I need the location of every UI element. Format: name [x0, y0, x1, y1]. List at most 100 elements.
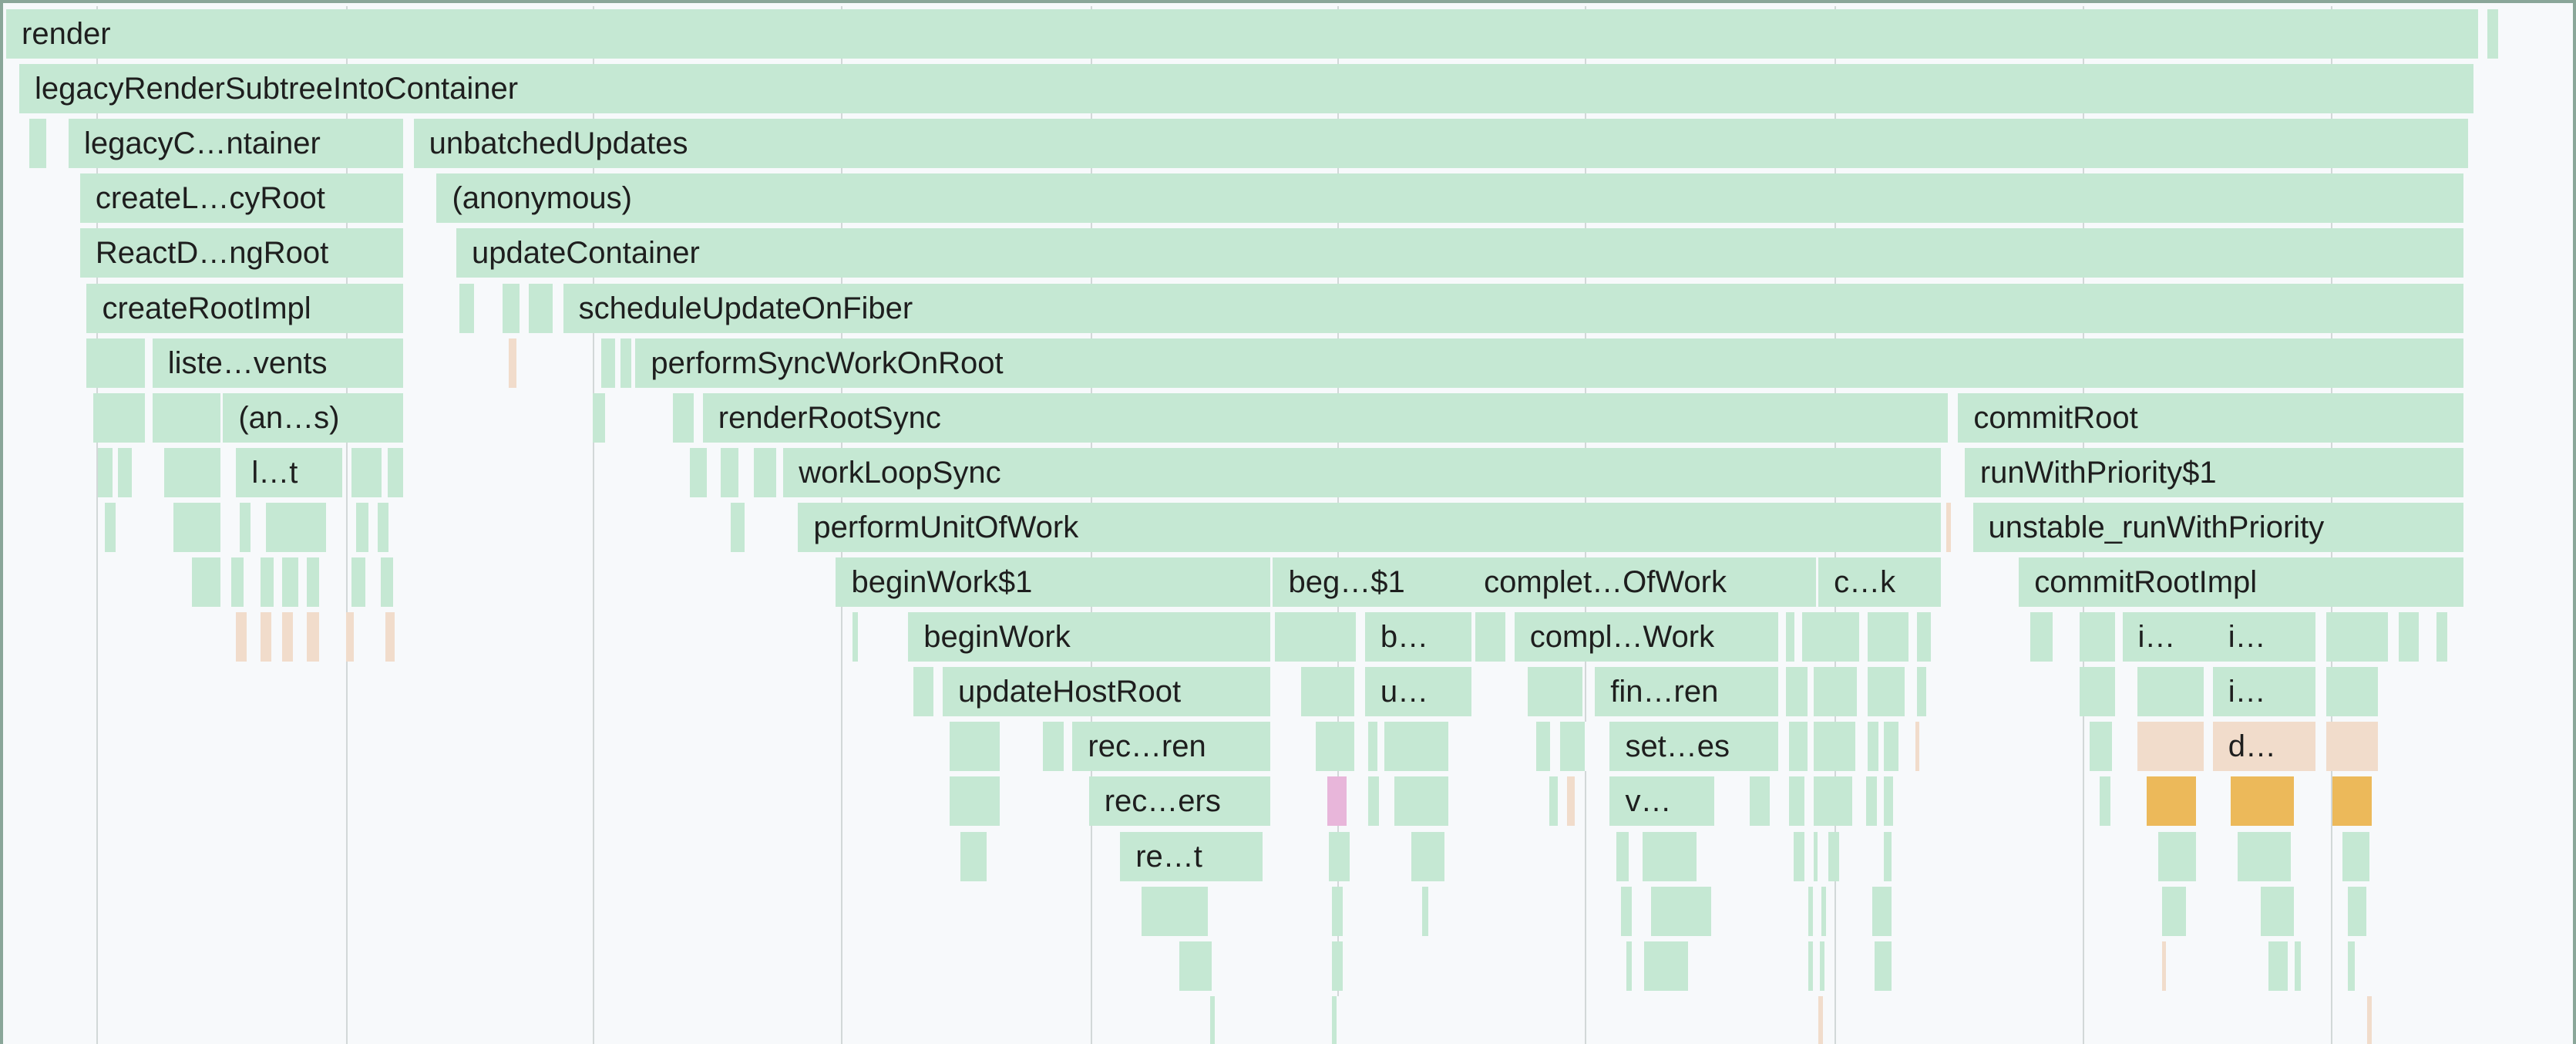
- flame-frame-unlabeled[interactable]: [1808, 886, 1815, 936]
- flame-frame[interactable]: commitRoot: [1958, 392, 2466, 443]
- flame-frame-unlabeled[interactable]: [29, 119, 49, 169]
- flame-frame-unlabeled[interactable]: [2137, 722, 2207, 772]
- flame-frame-unlabeled[interactable]: [2367, 995, 2374, 1044]
- flame-frame[interactable]: u…: [1364, 667, 1474, 717]
- flame-frame-unlabeled[interactable]: [1384, 722, 1451, 772]
- flame-frame-unlabeled[interactable]: [1917, 612, 1934, 662]
- flame-frame-unlabeled[interactable]: [1788, 776, 1808, 827]
- flame-frame-unlabeled[interactable]: [2332, 776, 2374, 827]
- flame-frame-unlabeled[interactable]: [2398, 612, 2422, 662]
- flame-frame[interactable]: i…: [2122, 612, 2221, 662]
- flame-frame-unlabeled[interactable]: [960, 831, 989, 881]
- flame-frame-unlabeled[interactable]: [282, 612, 296, 662]
- flame-frame-unlabeled[interactable]: [2137, 667, 2207, 717]
- flame-frame[interactable]: rec…ers: [1088, 776, 1273, 827]
- flame-frame-unlabeled[interactable]: [2325, 722, 2381, 772]
- flame-frame-unlabeled[interactable]: [387, 447, 405, 497]
- flame-frame-unlabeled[interactable]: [377, 502, 391, 552]
- flame-frame[interactable]: unbatchedUpdates: [413, 119, 2471, 169]
- flame-frame-unlabeled[interactable]: [2436, 612, 2450, 662]
- flame-frame-unlabeled[interactable]: [191, 557, 224, 607]
- flame-frame-unlabeled[interactable]: [1874, 941, 1895, 991]
- flame-frame-unlabeled[interactable]: [913, 667, 937, 717]
- flame-frame-unlabeled[interactable]: [2231, 776, 2297, 827]
- flame-frame-unlabeled[interactable]: [152, 392, 224, 443]
- flame-frame-unlabeled[interactable]: [1808, 941, 1815, 991]
- flame-frame-unlabeled[interactable]: [98, 447, 115, 497]
- flame-frame-unlabeled[interactable]: [1621, 886, 1635, 936]
- flame-frame[interactable]: i…: [2212, 667, 2319, 717]
- flame-frame-unlabeled[interactable]: [1749, 776, 1773, 827]
- flame-frame[interactable]: renderRootSync: [702, 392, 1950, 443]
- flame-frame-unlabeled[interactable]: [265, 502, 328, 552]
- flame-frame-unlabeled[interactable]: [1801, 612, 1861, 662]
- flame-frame[interactable]: scheduleUpdateOnFiber: [563, 283, 2466, 333]
- flame-frame-unlabeled[interactable]: [307, 557, 322, 607]
- flame-frame-unlabeled[interactable]: [1915, 722, 1922, 772]
- flame-frame-unlabeled[interactable]: [2260, 886, 2297, 936]
- flame-frame-unlabeled[interactable]: [459, 283, 476, 333]
- flame-frame-unlabeled[interactable]: [2268, 941, 2290, 991]
- flame-frame-unlabeled[interactable]: [1368, 722, 1380, 772]
- flame-frame-unlabeled[interactable]: [2342, 831, 2373, 881]
- flame-frame-unlabeled[interactable]: [239, 502, 253, 552]
- flame-frame-unlabeled[interactable]: [1821, 886, 1828, 936]
- flame-frame-unlabeled[interactable]: [1327, 776, 1349, 827]
- flame-frame-unlabeled[interactable]: [385, 612, 398, 662]
- flame-frame-unlabeled[interactable]: [1332, 995, 1339, 1044]
- flame-frame-unlabeled[interactable]: [1868, 612, 1911, 662]
- flame-frame-unlabeled[interactable]: [1884, 831, 1895, 881]
- flame-frame-unlabeled[interactable]: [1785, 612, 1797, 662]
- flame-frame-unlabeled[interactable]: [731, 502, 748, 552]
- flame-frame-unlabeled[interactable]: [1411, 831, 1448, 881]
- flame-frame-unlabeled[interactable]: [2325, 667, 2381, 717]
- flame-frame[interactable]: performUnitOfWork: [798, 502, 1944, 552]
- flame-frame-unlabeled[interactable]: [1394, 776, 1451, 827]
- flame-frame-unlabeled[interactable]: [117, 447, 135, 497]
- flame-frame[interactable]: runWithPriority$1: [1964, 447, 2466, 497]
- flame-frame-unlabeled[interactable]: [2295, 941, 2303, 991]
- flame-frame-unlabeled[interactable]: [620, 338, 634, 388]
- flame-frame[interactable]: c…k: [1818, 557, 1944, 607]
- flame-frame[interactable]: legacyRenderSubtreeIntoContainer: [19, 64, 2476, 114]
- flame-frame-unlabeled[interactable]: [231, 557, 247, 607]
- flame-frame-unlabeled[interactable]: [2099, 776, 2113, 827]
- flame-frame-unlabeled[interactable]: [1644, 941, 1690, 991]
- flame-frame-unlabeled[interactable]: [1868, 722, 1882, 772]
- flame-frame-unlabeled[interactable]: [1315, 722, 1357, 772]
- flame-frame-unlabeled[interactable]: [2158, 831, 2198, 881]
- flame-frame-unlabeled[interactable]: [2347, 941, 2358, 991]
- flame-frame-unlabeled[interactable]: [852, 612, 861, 662]
- flame-frame-unlabeled[interactable]: [1332, 886, 1346, 936]
- flame-frame-unlabeled[interactable]: [1884, 776, 1896, 827]
- flame-frame-unlabeled[interactable]: [1813, 776, 1855, 827]
- flame-frame[interactable]: set…es: [1609, 722, 1781, 772]
- flame-frame-unlabeled[interactable]: [381, 557, 396, 607]
- flame-frame-unlabeled[interactable]: [2080, 667, 2118, 717]
- flame-frame-unlabeled[interactable]: [1828, 831, 1841, 881]
- flame-frame[interactable]: compl…Work: [1514, 612, 1781, 662]
- flame-frame[interactable]: legacyC…ntainer: [69, 119, 405, 169]
- flame-frame[interactable]: i…: [2212, 612, 2319, 662]
- flame-frame[interactable]: d…: [2212, 722, 2319, 772]
- flame-frame-unlabeled[interactable]: [1818, 995, 1825, 1044]
- flame-frame-unlabeled[interactable]: [1475, 612, 1508, 662]
- flame-frame-unlabeled[interactable]: [2325, 612, 2390, 662]
- flame-frame-unlabeled[interactable]: [1527, 667, 1586, 717]
- flame-frame-unlabeled[interactable]: [236, 612, 250, 662]
- flame-frame-unlabeled[interactable]: [600, 338, 617, 388]
- flame-frame[interactable]: (anonymous): [436, 173, 2466, 224]
- flame-frame-unlabeled[interactable]: [346, 612, 357, 662]
- flame-frame-unlabeled[interactable]: [104, 502, 118, 552]
- flame-frame-unlabeled[interactable]: [1872, 886, 1895, 936]
- flame-frame-unlabeled[interactable]: [2161, 886, 2188, 936]
- flame-frame-unlabeled[interactable]: [1368, 776, 1382, 827]
- flame-frame-unlabeled[interactable]: [1626, 941, 1635, 991]
- flame-frame-unlabeled[interactable]: [1179, 941, 1214, 991]
- flame-frame-unlabeled[interactable]: [2347, 886, 2369, 936]
- flame-frame-unlabeled[interactable]: [1865, 776, 1880, 827]
- flame-frame-unlabeled[interactable]: [356, 502, 372, 552]
- flame-frame-unlabeled[interactable]: [1813, 722, 1858, 772]
- flame-frame-unlabeled[interactable]: [528, 283, 555, 333]
- flame-frame-unlabeled[interactable]: [2237, 831, 2294, 881]
